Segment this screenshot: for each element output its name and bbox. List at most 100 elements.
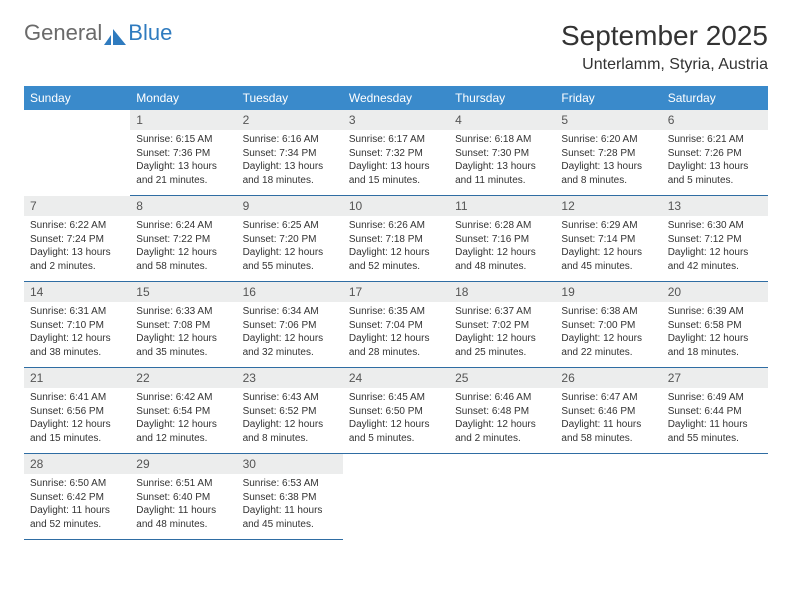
detail-line: Sunset: 6:58 PM (668, 319, 762, 333)
day-cell: 13Sunrise: 6:30 AMSunset: 7:12 PMDayligh… (662, 196, 768, 282)
detail-line: and 35 minutes. (136, 346, 230, 360)
detail-line: Daylight: 12 hours (561, 246, 655, 260)
day-number: 3 (343, 110, 449, 130)
detail-line: and 21 minutes. (136, 174, 230, 188)
day-cell: 25Sunrise: 6:46 AMSunset: 6:48 PMDayligh… (449, 368, 555, 454)
detail-line: Daylight: 13 hours (30, 246, 124, 260)
detail-line: Sunrise: 6:39 AM (668, 305, 762, 319)
day-details: Sunrise: 6:53 AMSunset: 6:38 PMDaylight:… (237, 474, 343, 539)
day-details: Sunrise: 6:34 AMSunset: 7:06 PMDaylight:… (237, 302, 343, 367)
calendar-cell: 28Sunrise: 6:50 AMSunset: 6:42 PMDayligh… (24, 454, 130, 540)
calendar-cell: 9Sunrise: 6:25 AMSunset: 7:20 PMDaylight… (237, 196, 343, 282)
detail-line: Sunrise: 6:31 AM (30, 305, 124, 319)
day-details: Sunrise: 6:26 AMSunset: 7:18 PMDaylight:… (343, 216, 449, 281)
detail-line: Daylight: 12 hours (349, 246, 443, 260)
detail-line: and 8 minutes. (243, 432, 337, 446)
detail-line: Daylight: 12 hours (455, 246, 549, 260)
detail-line: Sunset: 7:30 PM (455, 147, 549, 161)
detail-line: and 58 minutes. (561, 432, 655, 446)
calendar-cell: 19Sunrise: 6:38 AMSunset: 7:00 PMDayligh… (555, 282, 661, 368)
empty-cell (555, 454, 661, 540)
day-cell: 10Sunrise: 6:26 AMSunset: 7:18 PMDayligh… (343, 196, 449, 282)
day-details: Sunrise: 6:49 AMSunset: 6:44 PMDaylight:… (662, 388, 768, 453)
day-number: 11 (449, 196, 555, 216)
calendar-cell: 3Sunrise: 6:17 AMSunset: 7:32 PMDaylight… (343, 110, 449, 196)
day-details: Sunrise: 6:47 AMSunset: 6:46 PMDaylight:… (555, 388, 661, 453)
day-details: Sunrise: 6:51 AMSunset: 6:40 PMDaylight:… (130, 474, 236, 539)
detail-line: Sunrise: 6:51 AM (136, 477, 230, 491)
detail-line: Sunset: 7:02 PM (455, 319, 549, 333)
calendar-row: 7Sunrise: 6:22 AMSunset: 7:24 PMDaylight… (24, 196, 768, 282)
detail-line: Sunset: 7:16 PM (455, 233, 549, 247)
day-cell: 1Sunrise: 6:15 AMSunset: 7:36 PMDaylight… (130, 110, 236, 196)
day-details: Sunrise: 6:35 AMSunset: 7:04 PMDaylight:… (343, 302, 449, 367)
calendar-cell: 4Sunrise: 6:18 AMSunset: 7:30 PMDaylight… (449, 110, 555, 196)
detail-line: Daylight: 13 hours (349, 160, 443, 174)
detail-line: Daylight: 12 hours (136, 418, 230, 432)
day-cell: 11Sunrise: 6:28 AMSunset: 7:16 PMDayligh… (449, 196, 555, 282)
detail-line: Sunset: 7:04 PM (349, 319, 443, 333)
calendar-cell: 6Sunrise: 6:21 AMSunset: 7:26 PMDaylight… (662, 110, 768, 196)
day-cell: 30Sunrise: 6:53 AMSunset: 6:38 PMDayligh… (237, 454, 343, 540)
calendar-cell: 14Sunrise: 6:31 AMSunset: 7:10 PMDayligh… (24, 282, 130, 368)
day-number: 2 (237, 110, 343, 130)
calendar-cell: 10Sunrise: 6:26 AMSunset: 7:18 PMDayligh… (343, 196, 449, 282)
detail-line: Daylight: 12 hours (136, 332, 230, 346)
detail-line: and 55 minutes. (243, 260, 337, 274)
calendar-cell (343, 454, 449, 540)
day-number: 12 (555, 196, 661, 216)
detail-line: and 22 minutes. (561, 346, 655, 360)
day-cell: 14Sunrise: 6:31 AMSunset: 7:10 PMDayligh… (24, 282, 130, 368)
detail-line: Sunset: 7:24 PM (30, 233, 124, 247)
weekday-header: Monday (130, 86, 236, 110)
day-cell: 6Sunrise: 6:21 AMSunset: 7:26 PMDaylight… (662, 110, 768, 196)
detail-line: Sunset: 7:26 PM (668, 147, 762, 161)
detail-line: Daylight: 11 hours (30, 504, 124, 518)
calendar-cell: 15Sunrise: 6:33 AMSunset: 7:08 PMDayligh… (130, 282, 236, 368)
day-details: Sunrise: 6:18 AMSunset: 7:30 PMDaylight:… (449, 130, 555, 195)
day-cell: 24Sunrise: 6:45 AMSunset: 6:50 PMDayligh… (343, 368, 449, 454)
detail-line: Daylight: 12 hours (349, 332, 443, 346)
day-details: Sunrise: 6:21 AMSunset: 7:26 PMDaylight:… (662, 130, 768, 195)
detail-line: Sunset: 7:22 PM (136, 233, 230, 247)
day-details: Sunrise: 6:30 AMSunset: 7:12 PMDaylight:… (662, 216, 768, 281)
sail-icon (104, 25, 126, 41)
detail-line: and 45 minutes. (561, 260, 655, 274)
brand-logo: General Blue (24, 20, 172, 46)
empty-cell (343, 454, 449, 540)
day-cell: 15Sunrise: 6:33 AMSunset: 7:08 PMDayligh… (130, 282, 236, 368)
day-cell: 19Sunrise: 6:38 AMSunset: 7:00 PMDayligh… (555, 282, 661, 368)
calendar-cell: 20Sunrise: 6:39 AMSunset: 6:58 PMDayligh… (662, 282, 768, 368)
detail-line: Sunset: 7:32 PM (349, 147, 443, 161)
calendar-cell: 23Sunrise: 6:43 AMSunset: 6:52 PMDayligh… (237, 368, 343, 454)
day-details: Sunrise: 6:24 AMSunset: 7:22 PMDaylight:… (130, 216, 236, 281)
day-number: 30 (237, 454, 343, 474)
detail-line: Sunset: 6:54 PM (136, 405, 230, 419)
detail-line: and 32 minutes. (243, 346, 337, 360)
detail-line: Daylight: 12 hours (243, 332, 337, 346)
detail-line: Daylight: 13 hours (455, 160, 549, 174)
weekday-header: Friday (555, 86, 661, 110)
day-number: 20 (662, 282, 768, 302)
day-number: 25 (449, 368, 555, 388)
day-number: 4 (449, 110, 555, 130)
detail-line: Sunrise: 6:34 AM (243, 305, 337, 319)
calendar-cell (449, 454, 555, 540)
day-cell: 8Sunrise: 6:24 AMSunset: 7:22 PMDaylight… (130, 196, 236, 282)
day-details: Sunrise: 6:45 AMSunset: 6:50 PMDaylight:… (343, 388, 449, 453)
day-number: 24 (343, 368, 449, 388)
detail-line: Sunset: 6:50 PM (349, 405, 443, 419)
detail-line: Sunrise: 6:25 AM (243, 219, 337, 233)
detail-line: Sunset: 7:14 PM (561, 233, 655, 247)
day-cell: 7Sunrise: 6:22 AMSunset: 7:24 PMDaylight… (24, 196, 130, 282)
day-number: 29 (130, 454, 236, 474)
calendar-head: Sunday Monday Tuesday Wednesday Thursday… (24, 86, 768, 110)
detail-line: and 55 minutes. (668, 432, 762, 446)
day-number: 8 (130, 196, 236, 216)
detail-line: and 58 minutes. (136, 260, 230, 274)
detail-line: Daylight: 11 hours (668, 418, 762, 432)
brand-blue: Blue (128, 20, 172, 46)
calendar-cell: 2Sunrise: 6:16 AMSunset: 7:34 PMDaylight… (237, 110, 343, 196)
detail-line: Sunrise: 6:38 AM (561, 305, 655, 319)
day-details: Sunrise: 6:20 AMSunset: 7:28 PMDaylight:… (555, 130, 661, 195)
